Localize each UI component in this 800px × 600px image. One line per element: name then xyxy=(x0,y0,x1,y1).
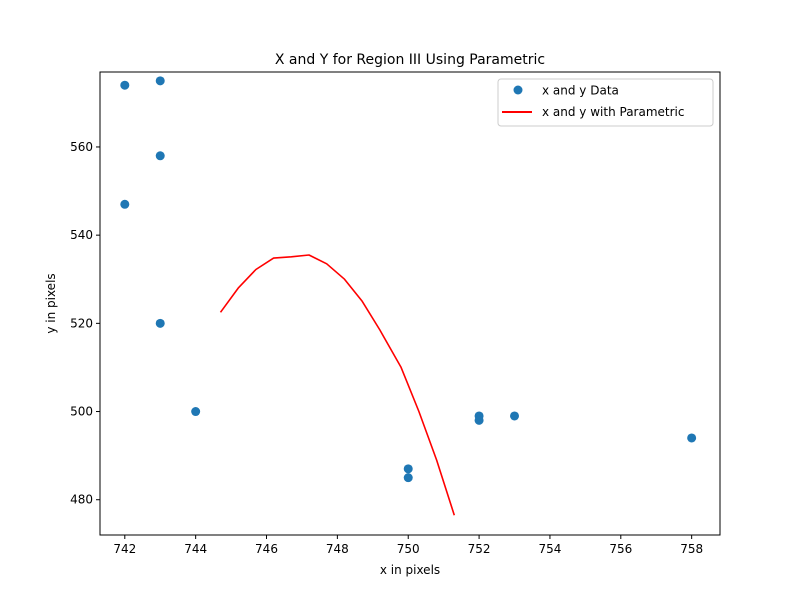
x-tick-label: 748 xyxy=(326,542,349,556)
data-point xyxy=(155,151,165,161)
data-point xyxy=(155,318,165,328)
y-tick-label: 520 xyxy=(70,316,93,330)
y-axis-label: y in pixels xyxy=(44,273,58,333)
parametric-curve xyxy=(219,254,456,516)
data-point xyxy=(510,411,520,421)
y-axis: 480 500 520 540 560 xyxy=(70,140,100,507)
plot-area xyxy=(120,76,697,516)
legend-box xyxy=(497,78,714,127)
x-tick-label: 756 xyxy=(609,542,632,556)
data-point xyxy=(687,433,697,443)
legend: x and y Data x and y with Parametric xyxy=(497,78,714,127)
y-tick-label: 500 xyxy=(70,405,93,419)
x-axis-label: x in pixels xyxy=(380,563,440,577)
x-tick-label: 750 xyxy=(397,542,420,556)
y-tick-label: 560 xyxy=(70,140,93,154)
data-point xyxy=(191,407,201,417)
y-tick-label: 480 xyxy=(70,493,93,507)
data-point xyxy=(403,464,413,474)
data-point xyxy=(403,473,413,483)
data-point xyxy=(120,80,130,90)
x-tick-label: 758 xyxy=(680,542,703,556)
x-tick-label: 752 xyxy=(468,542,491,556)
x-tick-label: 754 xyxy=(538,542,561,556)
axes-frame xyxy=(99,71,721,536)
data-point xyxy=(474,415,484,425)
x-tick-label: 744 xyxy=(184,542,207,556)
legend-marker-data xyxy=(513,85,523,95)
y-tick-label: 540 xyxy=(70,228,93,242)
data-point xyxy=(155,76,165,86)
x-tick-label: 742 xyxy=(113,542,136,556)
chart-title: X and Y for Region III Using Parametric xyxy=(275,52,545,68)
x-tick-label: 746 xyxy=(255,542,278,556)
data-point xyxy=(120,199,130,209)
legend-label-data: x and y Data xyxy=(542,84,619,98)
x-axis: 742 744 746 748 750 752 754 756 758 xyxy=(113,535,703,556)
legend-label-parametric: x and y with Parametric xyxy=(542,105,684,119)
